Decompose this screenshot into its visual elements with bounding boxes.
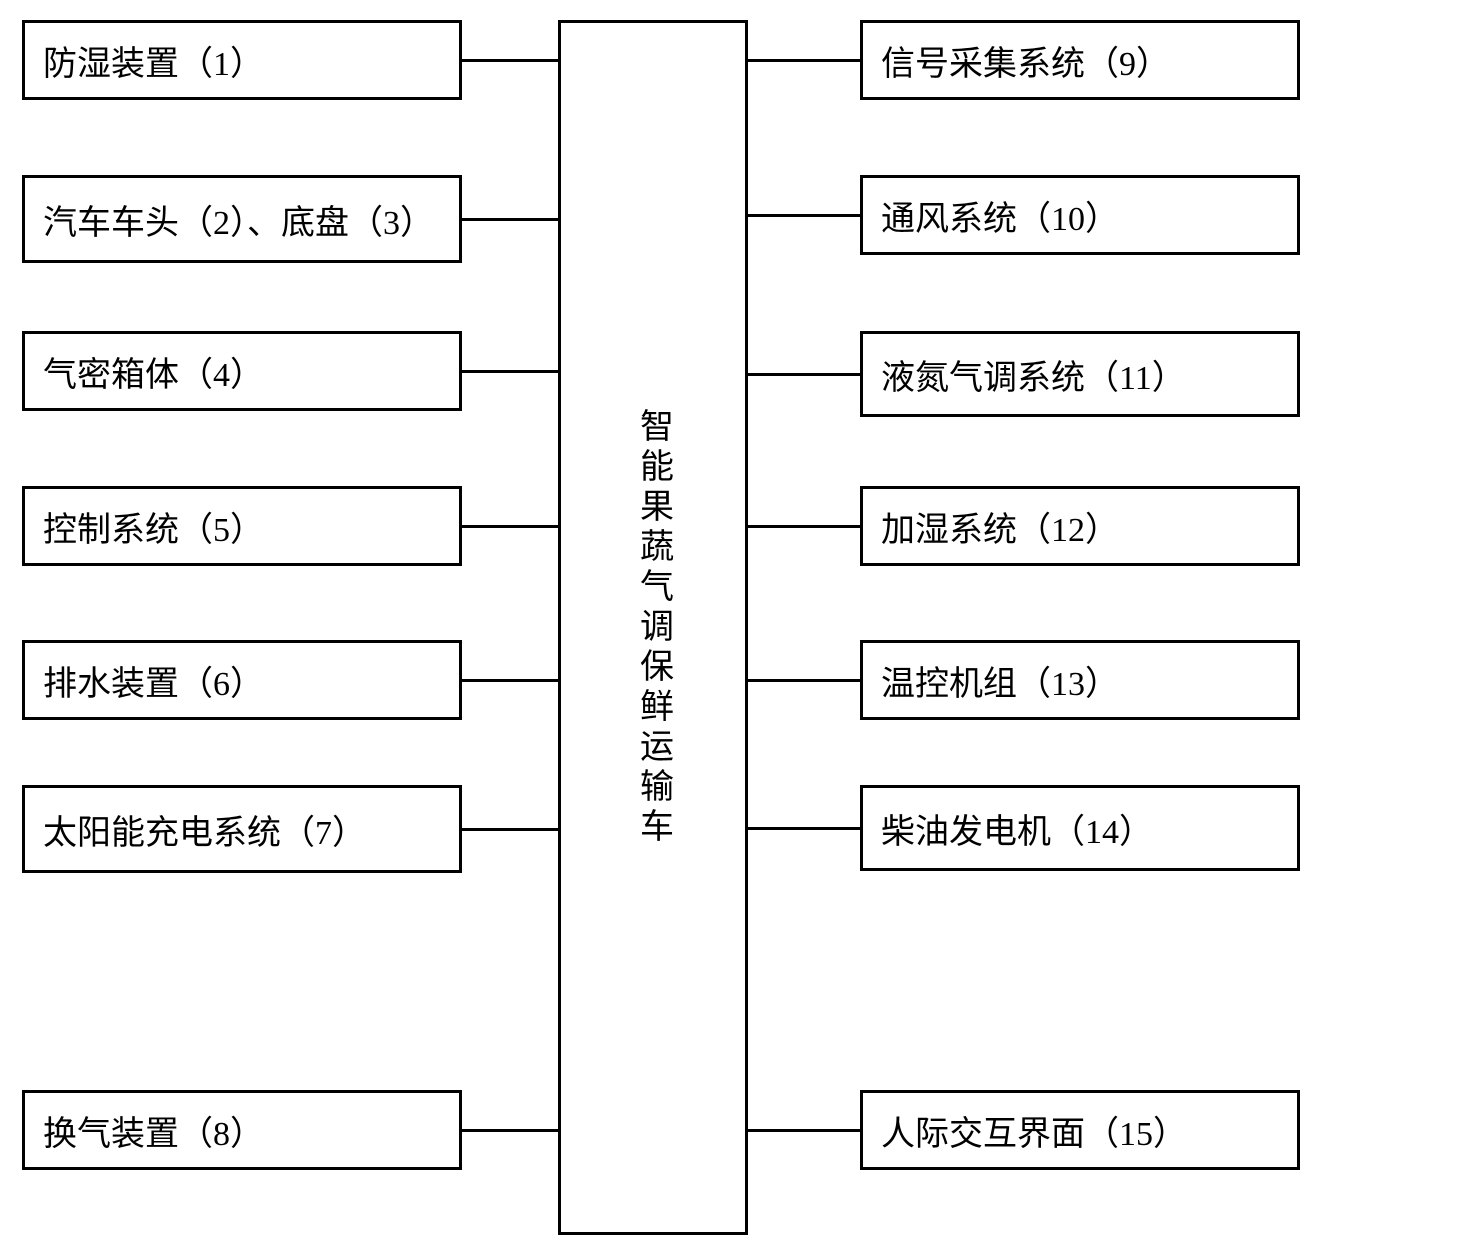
connector-left-5 (462, 679, 558, 682)
right-label-6: 柴油发电机（14） (881, 804, 1153, 853)
connector-right-3 (748, 373, 860, 376)
right-label-3: 液氮气调系统（11） (881, 350, 1186, 399)
right-label-7: 人际交互界面（15） (881, 1106, 1187, 1155)
connector-right-6 (748, 827, 860, 830)
connector-left-3 (462, 370, 558, 373)
connector-left-4 (462, 525, 558, 528)
left-label-5: 排水装置（6） (43, 656, 264, 705)
connector-left-2 (462, 218, 558, 221)
right-label-5: 温控机组（13） (881, 656, 1119, 705)
right-label-2: 通风系统（10） (881, 191, 1119, 240)
right-box-7: 人际交互界面（15） (860, 1090, 1300, 1170)
left-label-6: 太阳能充电系统（7） (43, 805, 366, 854)
left-label-7: 换气装置（8） (43, 1106, 264, 1155)
left-box-6: 太阳能充电系统（7） (22, 785, 462, 873)
connector-right-7 (748, 1129, 860, 1132)
connector-right-2 (748, 214, 860, 217)
connector-left-1 (462, 59, 558, 62)
right-label-4: 加湿系统（12） (881, 502, 1119, 551)
connector-right-5 (748, 679, 860, 682)
right-label-1: 信号采集系统（9） (881, 36, 1170, 85)
right-box-3: 液氮气调系统（11） (860, 331, 1300, 417)
connector-right-1 (748, 59, 860, 62)
left-box-2: 汽车车头（2）、底盘（3） (22, 175, 462, 263)
right-box-5: 温控机组（13） (860, 640, 1300, 720)
left-box-3: 气密箱体（4） (22, 331, 462, 411)
left-box-4: 控制系统（5） (22, 486, 462, 566)
left-box-5: 排水装置（6） (22, 640, 462, 720)
left-box-1: 防湿装置（1） (22, 20, 462, 100)
right-box-2: 通风系统（10） (860, 175, 1300, 255)
left-label-1: 防湿装置（1） (43, 36, 264, 85)
right-box-4: 加湿系统（12） (860, 486, 1300, 566)
connector-left-7 (462, 1129, 558, 1132)
left-box-7: 换气装置（8） (22, 1090, 462, 1170)
right-box-6: 柴油发电机（14） (860, 785, 1300, 871)
connector-left-6 (462, 828, 558, 831)
center-hub-label: 智能果蔬气调保鲜运输车 (629, 408, 678, 848)
connector-right-4 (748, 525, 860, 528)
left-label-4: 控制系统（5） (43, 502, 264, 551)
right-box-1: 信号采集系统（9） (860, 20, 1300, 100)
left-label-3: 气密箱体（4） (43, 347, 264, 396)
left-label-2: 汽车车头（2）、底盘（3） (43, 195, 434, 244)
center-hub-box: 智能果蔬气调保鲜运输车 (558, 20, 748, 1235)
